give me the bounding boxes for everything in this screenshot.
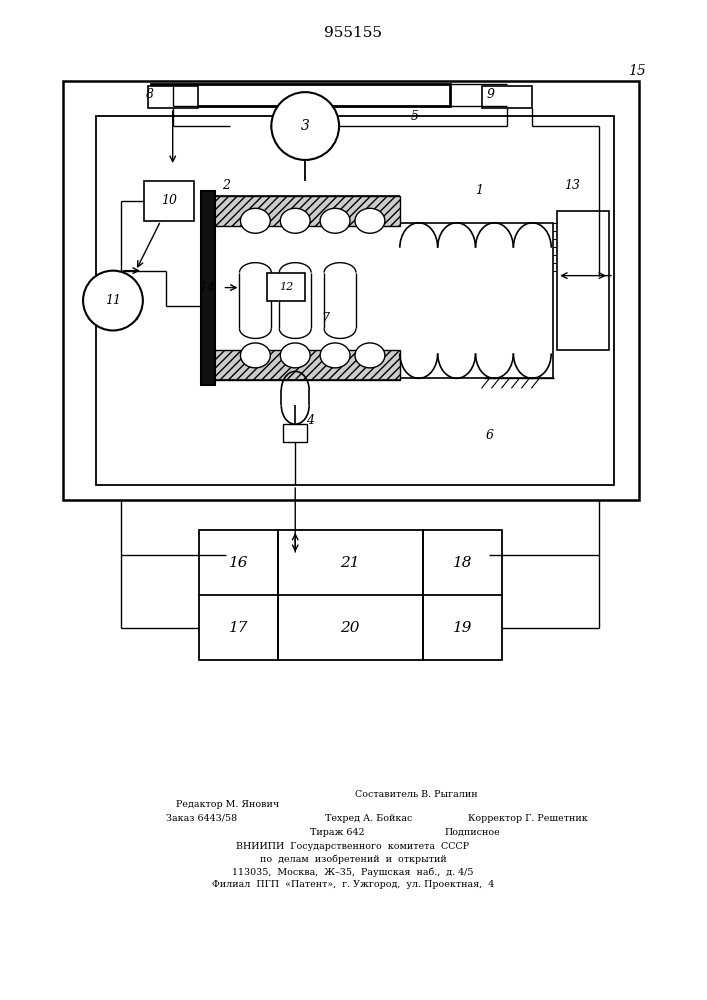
Text: Тираж 642: Тираж 642 — [310, 828, 365, 837]
Text: 12: 12 — [279, 282, 293, 292]
Text: 17: 17 — [228, 621, 248, 635]
Text: 955155: 955155 — [324, 26, 382, 40]
Bar — [211, 196, 400, 226]
Ellipse shape — [240, 343, 270, 368]
Bar — [423, 530, 503, 660]
Ellipse shape — [355, 208, 385, 233]
Text: 11: 11 — [105, 294, 121, 307]
Text: 2: 2 — [223, 179, 230, 192]
Text: Составитель В. Рыгалин: Составитель В. Рыгалин — [355, 790, 478, 799]
Text: Корректор Г. Решетник: Корректор Г. Решетник — [467, 814, 588, 823]
Text: 13: 13 — [564, 179, 580, 192]
Text: 20: 20 — [340, 621, 360, 635]
Text: Редактор М. Янович: Редактор М. Янович — [176, 800, 279, 809]
Bar — [96, 116, 614, 485]
Text: 15: 15 — [628, 64, 645, 78]
Ellipse shape — [280, 343, 310, 368]
Text: 8: 8 — [146, 88, 154, 101]
Text: 3: 3 — [300, 119, 310, 133]
Text: 7: 7 — [321, 312, 329, 325]
Text: 16: 16 — [228, 556, 248, 570]
Text: 21: 21 — [340, 556, 360, 570]
Bar — [267, 273, 305, 301]
Text: Филиал  ПГП  «Патент»,  г. Ужгород,  ул. Проектная,  4: Филиал ПГП «Патент», г. Ужгород, ул. Про… — [212, 880, 494, 889]
Bar — [211, 350, 400, 380]
Text: Заказ 6443/58: Заказ 6443/58 — [165, 814, 237, 823]
Bar — [148, 86, 198, 108]
Bar — [151, 84, 450, 106]
Bar — [201, 191, 214, 385]
Ellipse shape — [355, 343, 385, 368]
Text: ВНИИПИ  Государственного  комитета  СССР: ВНИИПИ Государственного комитета СССР — [236, 842, 469, 851]
Text: Техред А. Бойкас: Техред А. Бойкас — [325, 814, 412, 823]
Text: 19: 19 — [452, 621, 472, 635]
Bar — [284, 424, 307, 442]
Ellipse shape — [320, 343, 350, 368]
Text: 4: 4 — [306, 414, 314, 427]
Text: Подписное: Подписное — [445, 828, 501, 837]
Bar — [557, 211, 609, 350]
Text: 14: 14 — [199, 281, 216, 294]
Bar — [199, 530, 279, 660]
Text: 5: 5 — [411, 110, 419, 123]
Text: 10: 10 — [160, 194, 177, 207]
Ellipse shape — [280, 208, 310, 233]
Text: 18: 18 — [452, 556, 472, 570]
Text: 1: 1 — [476, 184, 484, 197]
Circle shape — [271, 92, 339, 160]
Bar — [482, 86, 532, 108]
Text: 9: 9 — [486, 88, 494, 101]
Ellipse shape — [240, 208, 270, 233]
Text: по  делам  изобретений  и  открытий: по делам изобретений и открытий — [259, 854, 446, 864]
Bar — [63, 81, 639, 500]
Bar — [279, 530, 423, 660]
Ellipse shape — [320, 208, 350, 233]
Text: 6: 6 — [486, 429, 493, 442]
Bar — [144, 181, 194, 221]
Circle shape — [83, 271, 143, 330]
Text: 113035,  Москва,  Ж–35,  Раушская  наб.,  д. 4/5: 113035, Москва, Ж–35, Раушская наб., д. … — [233, 867, 474, 877]
